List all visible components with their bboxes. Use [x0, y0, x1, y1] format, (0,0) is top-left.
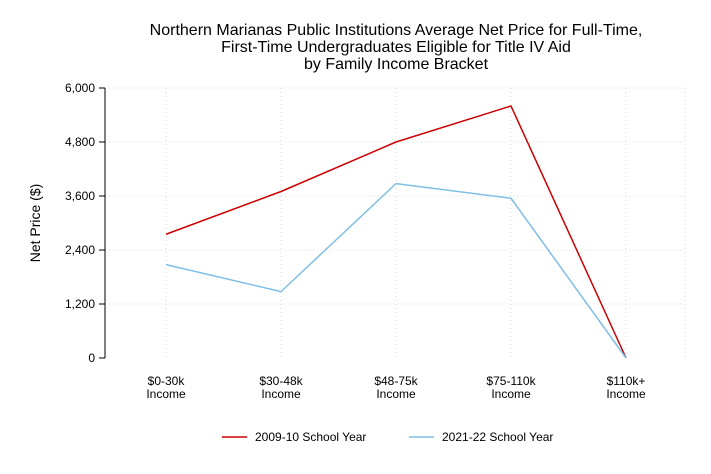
legend-item-1: 2009-10 School Year: [222, 430, 366, 444]
series-line-2: [165, 182, 627, 359]
legend-label: 2009-10 School Year: [255, 430, 366, 444]
x-tick-label-line: $110k+: [607, 374, 646, 388]
x-tick-label-line: Income: [376, 387, 416, 401]
series-lines: [165, 105, 627, 359]
y-tick-label: 0: [88, 351, 95, 365]
y-tick-label: 3,600: [65, 189, 95, 203]
x-tick-label-line: $0-30k: [148, 374, 186, 388]
y-tick-label: 6,000: [65, 81, 95, 95]
x-tick-label-line: $48-75k: [374, 374, 418, 388]
x-tick-label-line: $30-48k: [259, 374, 303, 388]
legend-item-2: 2021-22 School Year: [409, 430, 553, 444]
y-tick-label: 4,800: [65, 135, 95, 149]
x-tick-label: $48-75k Income: [374, 374, 418, 401]
y-axis-ticks: 0 1,200 2,400 3,600 4,800 6,000: [65, 81, 105, 365]
x-tick: $110k+ Income: [606, 374, 646, 401]
x-axis-ticks: $0-30k Income$30-48k Income$48-75k Income$7…: [146, 374, 646, 401]
legend: 2009-10 School Year 2021-22 School Year: [222, 430, 553, 444]
chart-title-line-2: First-Time Undergraduates Eligible for T…: [221, 39, 571, 56]
x-tick-label: $0-30k Income: [146, 374, 186, 401]
legend-label: 2021-22 School Year: [442, 430, 553, 444]
x-tick: $0-30k Income: [146, 374, 186, 401]
x-tick-label-line: Income: [261, 387, 301, 401]
x-tick-label: $75-110k Income: [486, 374, 536, 401]
y-axis-label: Net Price ($): [27, 184, 43, 263]
x-tick-label-line: Income: [146, 387, 186, 401]
y-tick-label: 1,200: [65, 297, 95, 311]
y-tick-label: 2,400: [65, 243, 95, 257]
chart-title-line-3: by Family Income Bracket: [304, 56, 489, 73]
x-tick: $48-75k Income: [374, 374, 418, 401]
chart-title-line-1: Northern Marianas Public Institutions Av…: [150, 22, 643, 39]
x-tick: $30-48k Income: [259, 374, 303, 401]
chart-title: Northern Marianas Public Institutions Av…: [150, 22, 643, 73]
x-tick-label-line: Income: [491, 387, 531, 401]
grid: [105, 87, 686, 358]
x-tick-label-line: $75-110k: [486, 374, 536, 388]
x-tick-label: $110k+ Income: [606, 374, 646, 401]
x-tick-label: $30-48k Income: [259, 374, 303, 401]
x-tick-label-line: Income: [606, 387, 646, 401]
x-tick: $75-110k Income: [486, 374, 536, 401]
